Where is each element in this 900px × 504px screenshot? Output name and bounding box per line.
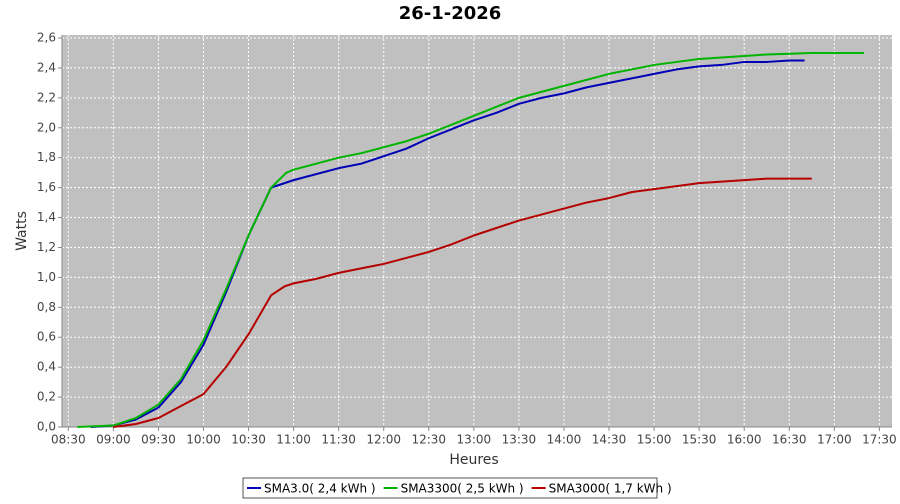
y-tick-label: 0,4 bbox=[37, 360, 56, 374]
y-tick-label: 1,6 bbox=[37, 180, 56, 194]
legend-label: SMA3000( 1,7 kWh ) bbox=[549, 482, 672, 496]
x-tick-label: 10:30 bbox=[231, 433, 266, 447]
legend-label: SMA3300( 2,5 kWh ) bbox=[401, 482, 524, 496]
x-tick-label: 10:00 bbox=[186, 433, 221, 447]
x-tick-label: 11:30 bbox=[321, 433, 356, 447]
x-tick-label: 17:00 bbox=[817, 433, 852, 447]
series-line bbox=[90, 59, 805, 428]
y-tick-label: 1,2 bbox=[37, 240, 56, 254]
legend-label: SMA3.0( 2,4 kWh ) bbox=[264, 482, 376, 496]
y-tick-label: 1,4 bbox=[37, 210, 56, 224]
x-tick-label: 17:30 bbox=[862, 433, 897, 447]
x-tick-label: 16:00 bbox=[727, 433, 762, 447]
x-tick-label: 14:00 bbox=[547, 433, 582, 447]
x-tick-label: 12:00 bbox=[366, 433, 401, 447]
x-tick-label: 08:30 bbox=[51, 433, 86, 447]
x-tick-label: 09:00 bbox=[96, 433, 131, 447]
y-tick-label: 2,2 bbox=[37, 90, 56, 104]
chart-title: 26-1-2026 bbox=[399, 3, 502, 24]
x-tick-label: 13:00 bbox=[457, 433, 492, 447]
x-tick-label: 12:30 bbox=[411, 433, 446, 447]
y-tick-label: 1,0 bbox=[37, 270, 56, 284]
y-tick-label: 0,6 bbox=[37, 330, 56, 344]
y-tick-label: 0,8 bbox=[37, 300, 56, 314]
y-axis-label: Watts bbox=[14, 211, 30, 251]
y-tick-label: 0,2 bbox=[37, 390, 56, 404]
x-tick-label: 15:00 bbox=[637, 433, 672, 447]
x-axis-label: Heures bbox=[449, 452, 498, 468]
series-line bbox=[77, 51, 865, 428]
x-tick-label: 11:00 bbox=[276, 433, 311, 447]
y-tick-label: 2,0 bbox=[37, 120, 56, 134]
x-tick-label: 13:30 bbox=[502, 433, 537, 447]
series-line bbox=[113, 177, 812, 428]
y-tick-label: 2,4 bbox=[37, 60, 56, 74]
x-tick-label: 15:30 bbox=[682, 433, 717, 447]
y-tick-label: 1,8 bbox=[37, 150, 56, 164]
y-tick-label: 2,6 bbox=[37, 31, 56, 45]
x-tick-label: 16:30 bbox=[772, 433, 807, 447]
y-tick-label: 0,0 bbox=[37, 420, 56, 434]
x-tick-label: 09:30 bbox=[141, 433, 176, 447]
legend bbox=[242, 477, 658, 499]
x-tick-label: 14:30 bbox=[592, 433, 627, 447]
plot-area bbox=[62, 35, 892, 427]
